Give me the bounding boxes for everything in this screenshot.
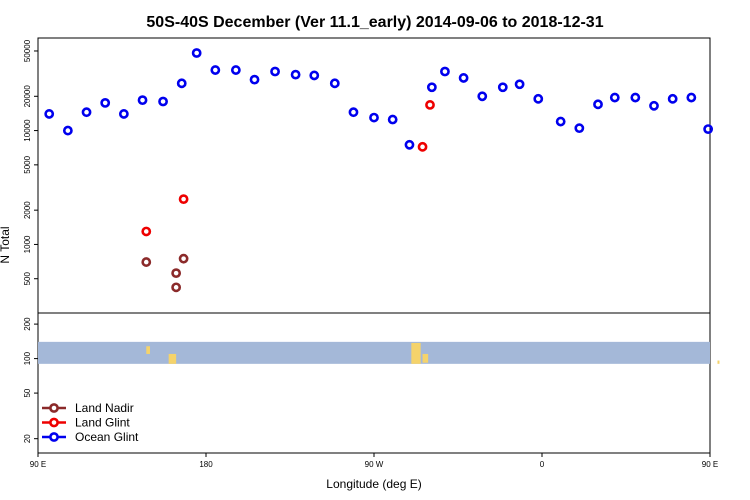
- upper-panel-frame: [37, 37, 711, 314]
- ocean-glint-point: [686, 92, 697, 103]
- ocean-glint-point: [62, 125, 73, 136]
- land-patch: [717, 360, 720, 364]
- lower-y-tick-label: 100: [23, 351, 32, 365]
- x-tick-label: 180: [199, 460, 213, 469]
- lower-panel: 20 50 100 200: [23, 312, 720, 454]
- ocean-glint-point: [649, 100, 659, 111]
- land-glint-point: [425, 100, 435, 110]
- upper-y-axis: 500 1000 2000 5000 10000 20000 50000: [23, 39, 38, 285]
- ocean-glint-point: [249, 74, 260, 85]
- upper-y-tick-label: 1000: [23, 235, 32, 253]
- x-axis: 90 E 180 90 W 0 90 E: [30, 453, 718, 469]
- lower-y-tick-label: 20: [23, 434, 32, 443]
- ocean-glint-point: [667, 93, 678, 104]
- ocean-glint-point: [497, 82, 508, 93]
- x-tick-label: 0: [540, 460, 545, 469]
- lower-y-tick-label: 50: [23, 388, 32, 397]
- ocean-glint-point: [210, 65, 221, 75]
- upper-y-tick-label: 2000: [23, 201, 32, 219]
- ocean-band: [38, 341, 720, 364]
- land-glint-point: [417, 141, 428, 152]
- x-axis-label: Longitude (deg E): [326, 477, 421, 491]
- ocean-glint-point: [137, 95, 148, 106]
- ocean-glint-point: [158, 96, 168, 107]
- legend-land-glint-label: Land Glint: [75, 416, 130, 430]
- ocean-glint-point: [176, 78, 187, 89]
- land-patch: [168, 353, 177, 364]
- upper-plot-area: [44, 48, 714, 293]
- land-glint-point: [178, 194, 189, 205]
- ocean-glint-point: [477, 91, 488, 102]
- ocean-glint-point: [348, 107, 359, 118]
- ocean-glint-point: [609, 92, 620, 103]
- legend-ocean-glint-label: Ocean Glint: [75, 430, 139, 444]
- upper-panel: 500 1000 2000 5000 10000 20000 50000: [23, 37, 714, 314]
- ocean-glint-point: [100, 97, 111, 108]
- ocean-glint-point: [703, 124, 714, 135]
- ocean-glint-point: [387, 114, 398, 125]
- y-axis-label: N Total: [0, 226, 12, 263]
- land-patch: [146, 346, 150, 354]
- lower-y-axis: 20 50 100 200: [23, 317, 38, 443]
- ocean-glint-point: [533, 93, 544, 104]
- legend-land-glint-marker: [49, 417, 59, 428]
- ocean-glint-point: [290, 69, 301, 80]
- ocean-glint-point: [44, 109, 55, 119]
- x-tick-label: 90 W: [365, 460, 384, 469]
- ocean-glint-point: [309, 70, 320, 81]
- land-nadir-point: [141, 257, 152, 267]
- ocean-glint-point: [555, 116, 566, 127]
- upper-y-tick-label: 5000: [23, 155, 32, 173]
- ocean-glint-point: [440, 66, 450, 77]
- land-patch: [411, 342, 421, 364]
- upper-y-tick-label: 10000: [23, 119, 32, 142]
- ocean-glint-point: [514, 79, 525, 90]
- ocean-glint-point: [369, 112, 379, 123]
- lower-y-tick-label: 200: [23, 317, 32, 331]
- lower-panel-frame: [37, 312, 711, 454]
- ocean-glint-point: [630, 92, 641, 103]
- ocean-glint-point: [81, 107, 92, 118]
- ocean-glint-point: [270, 66, 280, 77]
- legend-ocean-glint-marker: [49, 432, 59, 442]
- ocean-glint-point: [230, 65, 241, 75]
- ocean-glint-point: [458, 73, 469, 83]
- ocean-glint-point: [329, 78, 340, 89]
- land-patch: [422, 353, 429, 363]
- ocean-glint-point: [426, 82, 437, 93]
- ocean-glint-point: [404, 139, 415, 150]
- upper-y-tick-label: 50000: [23, 39, 32, 62]
- land-nadir-point: [178, 253, 189, 264]
- legend-land-nadir-label: Land Nadir: [75, 401, 134, 415]
- land-nadir-point: [171, 282, 182, 293]
- ocean-glint-point: [191, 48, 202, 58]
- x-tick-label: 90 E: [702, 460, 718, 469]
- upper-y-tick-label: 20000: [23, 85, 32, 108]
- land-glint-point: [141, 226, 152, 237]
- upper-y-tick-label: 500: [23, 272, 32, 286]
- x-tick-label: 90 E: [30, 460, 46, 469]
- ocean-glint-point: [118, 109, 129, 119]
- ocean-glint-point: [593, 99, 603, 110]
- ocean-glint-point: [574, 123, 585, 134]
- chart-title: 50S-40S December (Ver 11.1_early) 2014-0…: [146, 14, 603, 31]
- land-nadir-point: [171, 268, 182, 279]
- ocean-band-fill: [38, 341, 710, 364]
- legend-land-nadir-marker: [49, 403, 59, 413]
